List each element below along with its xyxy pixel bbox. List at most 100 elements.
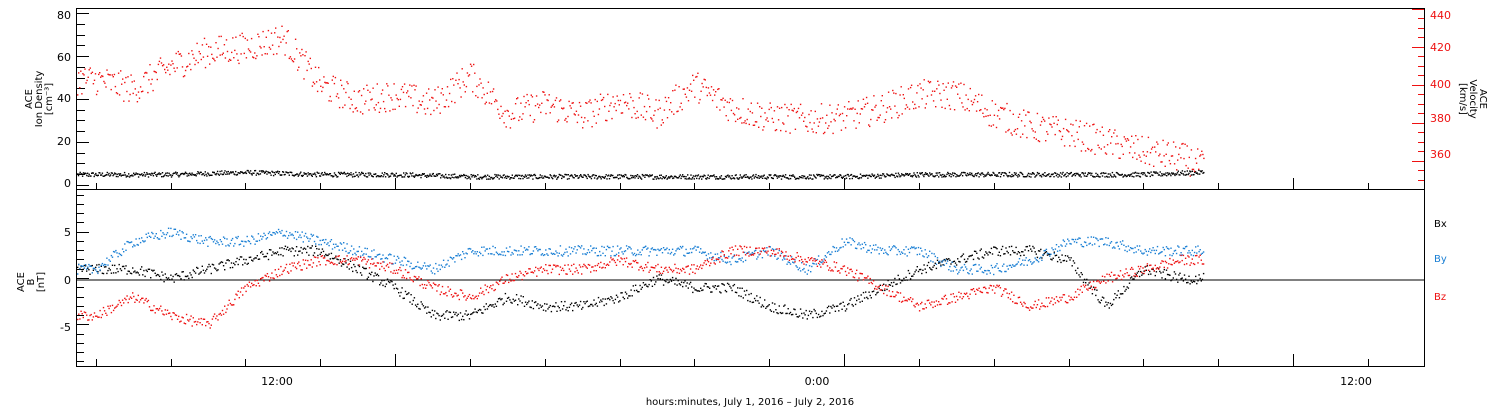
density-point [427, 175, 430, 178]
density-point [1157, 172, 1159, 174]
by-point [999, 270, 1002, 272]
density-point [198, 172, 200, 174]
bz-point [245, 290, 247, 293]
bx-point [477, 309, 480, 312]
density-point [365, 172, 367, 175]
velocity-point [994, 103, 997, 105]
velocity-point [736, 107, 738, 109]
velocity-point [968, 110, 970, 112]
velocity-point [952, 81, 955, 83]
bz-point [398, 269, 400, 271]
velocity-point [425, 92, 428, 94]
bz-point [283, 269, 285, 271]
bx-point [286, 246, 289, 248]
bz-point [445, 291, 447, 294]
by-point [1086, 244, 1088, 247]
bx-point [417, 303, 419, 305]
by-point [478, 251, 481, 253]
bx-point [1085, 282, 1087, 284]
by-point [811, 265, 813, 268]
density-point [400, 174, 402, 176]
bx-point [838, 310, 840, 312]
velocity-point [725, 115, 727, 117]
bz-point [166, 309, 169, 311]
density-point [710, 175, 713, 177]
by-point [825, 256, 828, 258]
bx-point [694, 289, 696, 291]
density-point [86, 174, 88, 177]
density-point [953, 172, 956, 174]
velocity-point [1133, 142, 1135, 144]
bz-point [182, 317, 184, 319]
velocity-point [990, 125, 992, 127]
density-point [505, 177, 508, 179]
bx-point [789, 311, 792, 314]
bx-point [1146, 265, 1149, 267]
bx-point [407, 293, 409, 295]
density-point [1053, 176, 1055, 178]
velocity-point [104, 82, 106, 84]
by-point [145, 233, 147, 235]
bx-point [739, 287, 741, 289]
by-point [215, 242, 217, 245]
velocity-point [804, 116, 806, 119]
bz-point [240, 287, 243, 289]
bz-point [276, 276, 279, 278]
density-point [121, 174, 123, 176]
velocity-point [1000, 106, 1002, 109]
by-point [941, 261, 943, 263]
bx-point [1007, 252, 1009, 254]
velocity-point [1107, 130, 1110, 133]
velocity-point [363, 88, 365, 90]
density-point [866, 174, 868, 177]
density-point [549, 174, 551, 176]
density-point [246, 169, 248, 172]
bz-point [160, 305, 162, 307]
by-point [717, 257, 720, 259]
velocity-point [150, 83, 152, 85]
by-point [627, 248, 629, 250]
bz-point [542, 268, 545, 270]
by-point [611, 250, 613, 252]
by-point [1184, 246, 1187, 248]
bx-point [834, 310, 837, 312]
density-point [388, 176, 390, 178]
density-point [691, 178, 693, 180]
density-point [85, 172, 87, 175]
density-point [185, 172, 188, 175]
density-point [448, 174, 450, 176]
density-point [103, 175, 105, 177]
density-point [1115, 176, 1117, 178]
density-point [1007, 175, 1009, 178]
by-point [914, 247, 916, 250]
by-point [386, 258, 389, 260]
bx-point [911, 275, 913, 277]
density-point [480, 176, 482, 179]
velocity-point [568, 100, 570, 103]
density-point [500, 176, 502, 178]
bx-point [512, 298, 514, 300]
velocity-point [1148, 163, 1151, 166]
by-point [1055, 244, 1058, 246]
density-point [135, 172, 137, 174]
velocity-point [439, 112, 441, 114]
bx-point [559, 309, 562, 312]
by-point [1015, 263, 1017, 266]
density-point [122, 174, 124, 176]
by-point [838, 249, 840, 251]
bx-point [920, 268, 922, 271]
bx-point [594, 303, 596, 306]
velocity-point [786, 106, 788, 109]
density-point [812, 178, 814, 180]
density-point [1081, 172, 1083, 174]
density-point [1041, 173, 1044, 176]
bx-point [275, 252, 278, 255]
by-point [852, 239, 854, 241]
by-point [1135, 251, 1137, 253]
velocity-point [945, 86, 947, 88]
by-point [957, 273, 959, 275]
velocity-point [668, 109, 671, 111]
by-point [978, 264, 980, 266]
density-point [138, 173, 141, 176]
density-point [547, 176, 549, 178]
